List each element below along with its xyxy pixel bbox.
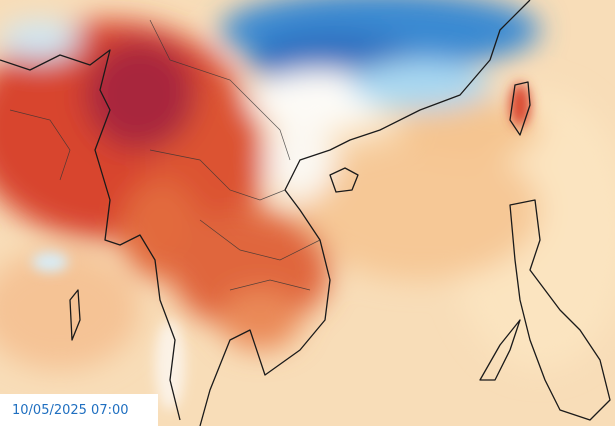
- borders: [9, 19, 321, 291]
- timestamp: 10/05/2025 07:00: [12, 403, 129, 418]
- timestamp-box: [0, 394, 158, 426]
